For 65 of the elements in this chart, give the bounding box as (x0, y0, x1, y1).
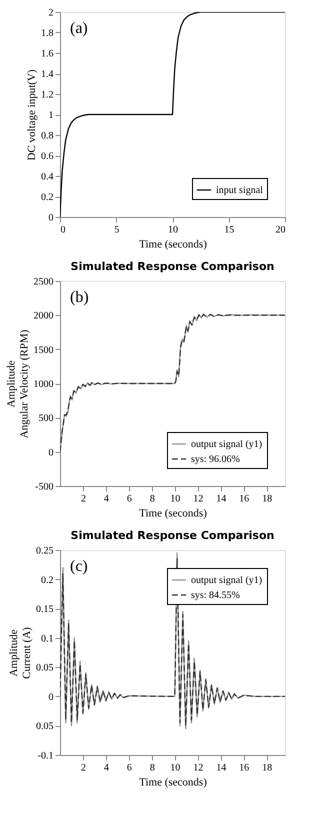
y-axis-title: Amplitude Current (A) (8, 626, 33, 679)
annotation: (c) (70, 558, 88, 575)
x-tick-label: 18 (262, 494, 272, 504)
x-tick-label: 14 (216, 762, 226, 774)
legend-label: output signal (y1) (191, 575, 262, 586)
x-tick-label: 16 (239, 762, 250, 774)
y-tick-label: 0.25 (36, 546, 54, 556)
y-axis-title: Amplitude Angular Velocity (RPM) (6, 329, 30, 438)
y-tick-label: 0.4 (41, 172, 54, 182)
y-tick-label: -0.1 (38, 750, 54, 762)
y-tick-label: 0 (48, 692, 54, 703)
x-tick-label: 2 (80, 494, 86, 504)
y-tick-label: 1.8 (41, 28, 54, 39)
x-tick-label: 6 (126, 494, 132, 504)
legend-label: output signal (y1) (191, 439, 262, 450)
x-tick-label: 0 (60, 224, 66, 236)
annotation: (a) (70, 20, 88, 37)
y-tick-label: 500 (38, 413, 54, 424)
x-tick-label: 16 (239, 494, 250, 504)
x-tick-label: 6 (126, 762, 132, 774)
x-tick-label: 12 (193, 494, 204, 504)
y-tick-label: 0.05 (36, 662, 54, 674)
legend-label: sys: 96.06% (191, 454, 240, 465)
x-tick-label: 10 (170, 762, 180, 774)
y-tick-label: 0.2 (41, 574, 54, 586)
y-tick-label: 0 (48, 212, 54, 224)
x-tick-label: 12 (193, 762, 204, 774)
y-tick-label: 0.2 (41, 192, 54, 203)
y-tick-label: 1.4 (41, 69, 54, 80)
x-axis-title: Time (seconds) (139, 508, 208, 520)
x-tick-label: 20 (276, 224, 286, 236)
chart-title: Simulated Response Comparison (70, 260, 274, 273)
x-tick-label: 14 (216, 494, 226, 504)
y-tick-label: 1.2 (41, 90, 54, 100)
y-tick-label: 0.15 (36, 604, 54, 616)
x-axis-title: Time (seconds) (139, 776, 208, 788)
y-tick-label: 2500 (34, 276, 54, 288)
y-tick-label: 0.8 (41, 130, 54, 142)
y-tick-label: 1 (48, 110, 54, 121)
y-axis-title: DC voltage input(V) (26, 69, 38, 161)
chart-title: Simulated Response Comparison (70, 529, 274, 542)
x-tick-label: 4 (104, 494, 109, 504)
x-tick-label: 8 (150, 494, 155, 504)
x-tick-label: 8 (150, 762, 155, 774)
x-tick-label: 18 (262, 762, 272, 774)
legend-label: input signal (216, 185, 264, 196)
y-tick-label: 1.6 (41, 48, 54, 60)
x-tick-label: 5 (114, 224, 120, 236)
x-tick-label: 2 (80, 762, 86, 774)
legend-label: sys: 84.55% (191, 590, 240, 601)
x-tick-label: 15 (224, 224, 234, 236)
x-tick-label: 10 (170, 494, 180, 504)
x-axis-title: Time (seconds) (139, 238, 208, 250)
y-tick-label: 0.1 (41, 633, 54, 644)
x-tick-label: 4 (104, 762, 109, 774)
annotation: (b) (70, 289, 89, 306)
y-tick-label: 1500 (34, 344, 54, 356)
y-tick-label: 0.6 (41, 151, 54, 162)
x-tick-label: 10 (168, 224, 178, 236)
y-tick-label: -500 (35, 482, 54, 492)
y-tick-label: 1000 (34, 379, 54, 390)
y-tick-label: 2 (48, 8, 54, 18)
y-tick-label: 2000 (34, 310, 54, 322)
y-tick-label: 0 (48, 447, 54, 458)
y-tick-label: 0.05 (36, 721, 54, 732)
